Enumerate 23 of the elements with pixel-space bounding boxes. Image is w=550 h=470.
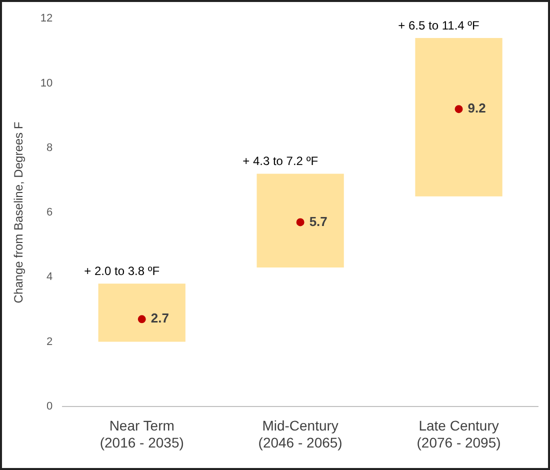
bar bbox=[256, 174, 344, 268]
x-tick-label: Near Term (2016 - 2035) bbox=[100, 418, 184, 450]
annotation: + 6.5 to 11.4 ºF bbox=[398, 18, 480, 32]
y-axis-title: Change from Baseline, Degrees F bbox=[12, 122, 26, 304]
point bbox=[296, 218, 304, 226]
data-label: 2.7 bbox=[150, 310, 169, 326]
y-tick-label: 4 bbox=[46, 271, 53, 284]
y-tick-label: 0 bbox=[46, 400, 53, 412]
annotation: + 2.0 to 3.8 ºF bbox=[84, 264, 160, 278]
bar bbox=[98, 284, 186, 342]
y-tick-label: 10 bbox=[40, 77, 53, 90]
y-tick-label: 6 bbox=[46, 206, 53, 219]
x-tick-label: Mid-Century (2046 - 2065) bbox=[258, 418, 342, 450]
point bbox=[454, 105, 463, 114]
y-tick-label: 2 bbox=[46, 336, 53, 348]
y-tick-label: 12 bbox=[40, 12, 53, 25]
y-tick-label: 8 bbox=[46, 142, 53, 154]
data-label: 9.2 bbox=[468, 100, 486, 116]
point bbox=[138, 315, 146, 324]
annotation: + 4.3 to 7.2 ºF bbox=[242, 154, 318, 168]
data-label: 5.7 bbox=[309, 214, 328, 229]
x-tick-label: Late Century (2076 - 2095) bbox=[416, 418, 501, 450]
bar bbox=[415, 38, 502, 196]
